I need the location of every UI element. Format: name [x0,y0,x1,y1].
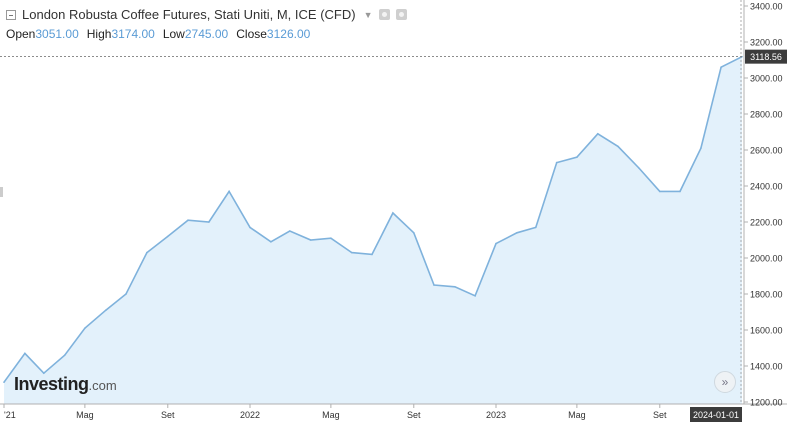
y-tick-label: 2000.00 [750,254,783,264]
data-point [658,190,661,193]
y-tick-label: 3200.00 [750,38,783,48]
data-point [3,381,5,384]
data-point [249,226,251,229]
data-point [679,190,681,193]
x-tick-label: 2023 [486,410,506,420]
investing-logo: Investing.com [14,374,117,394]
low-label: Low [162,27,185,41]
x-tick-label: Mag [322,410,340,420]
chevron-down-icon[interactable]: ▼ [363,9,373,20]
x-tick-label: 2022 [240,410,260,420]
data-point [84,327,86,330]
chart-title: London Robusta Coffee Futures, Stati Uni… [22,7,356,22]
x-tick-label: Mag [568,410,586,420]
y-tick-label: 2400.00 [750,182,783,192]
current-date-label-bg [690,407,742,422]
data-point [454,286,456,288]
ohlc-values: Open3051.00 High3174.00 Low2745.00 Close… [6,27,310,41]
data-point [24,352,26,355]
data-point [720,66,722,68]
current-price-label: 3118.56 [750,52,782,62]
close-icon[interactable] [395,9,407,20]
y-tick-label: 1800.00 [750,290,783,300]
data-point [596,133,599,135]
open-label: Open [6,27,36,41]
y-tick-label: 3000.00 [750,74,783,84]
data-point [495,242,497,245]
current-price-label-bg [745,49,787,64]
data-point [146,251,148,254]
data-point [412,232,415,234]
data-point [638,167,640,169]
data-point [63,354,66,357]
y-tick-label: 1600.00 [750,326,783,336]
high-value: 3174.00 [111,27,155,41]
collapse-icon[interactable] [6,9,16,20]
x-tick-label: Set [407,410,421,420]
y-tick-label: 1400.00 [750,362,783,372]
close-value: 3126.00 [266,27,311,41]
data-point [208,221,210,223]
data-point [187,219,189,221]
data-point [270,241,272,243]
data-point [104,309,107,312]
data-point [555,161,558,164]
high-label: High [86,27,112,41]
data-point [474,295,476,297]
y-tick-label: 2800.00 [750,110,783,120]
area-fill [4,56,742,404]
low-value: 2745.00 [184,27,229,41]
data-point [350,251,353,254]
x-tick-label: Set [653,410,667,420]
x-tick-label: '21 [4,410,16,420]
data-point [309,239,312,241]
data-point [125,293,127,295]
y-tick-label: 2200.00 [750,218,783,228]
y-tick-label: 3400.00 [750,2,783,12]
x-tick-label: Mag [76,410,94,420]
data-point [392,212,394,214]
current-date-label: 2024-01-01 [693,410,739,420]
open-value: 3051.00 [35,27,79,41]
close-label: Close [236,27,267,41]
data-point [166,235,169,238]
data-point [534,226,537,229]
x-tick-label: Set [161,410,175,420]
data-point [228,190,230,193]
chart-header: London Robusta Coffee Futures, Stati Uni… [6,7,407,22]
data-point [42,372,45,375]
side-handle[interactable] [0,187,3,197]
y-tick-label: 2600.00 [750,146,783,156]
settings-icon[interactable] [378,9,390,20]
data-point [516,232,518,234]
data-point [330,237,332,239]
data-point [433,284,435,286]
data-point [700,147,702,149]
data-point [617,145,619,148]
data-point [371,253,373,256]
y-tick-label: 1200.00 [750,398,783,408]
data-point [288,230,291,232]
scroll-right-icon[interactable]: » [714,371,736,393]
data-point [576,156,578,158]
